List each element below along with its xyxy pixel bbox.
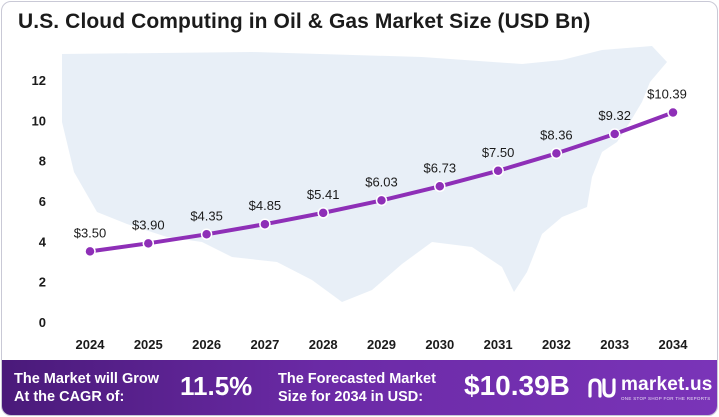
data-label: $4.85: [249, 198, 282, 213]
x-tick-label: 2031: [484, 337, 513, 352]
x-tick-label: 2025: [134, 337, 163, 352]
cagr-value: 11.5%: [180, 371, 253, 401]
x-tick-label: 2034: [659, 337, 689, 352]
data-label: $6.73: [424, 160, 457, 175]
data-points: [84, 106, 679, 258]
cagr-label-line1: The Market will Grow: [14, 371, 160, 387]
cagr-label-line2: At the CAGR of:: [14, 389, 125, 405]
forecast-label: The Forecasted Market Size for 2034 in U…: [278, 370, 436, 406]
chart-title: U.S. Cloud Computing in Oil & Gas Market…: [18, 10, 591, 33]
x-tick-label: 2030: [425, 337, 454, 352]
data-point: [375, 194, 388, 207]
data-point: [317, 207, 329, 219]
data-label: $9.32: [598, 108, 631, 123]
footer-banner: The Market will Grow At the CAGR of: 11.…: [2, 360, 717, 415]
data-point: [608, 128, 621, 140]
y-tick-label: 12: [32, 73, 46, 88]
data-label: $10.39: [647, 86, 687, 101]
data-point: [492, 165, 504, 177]
forecast-label-line2: Size for 2034 in USD:: [278, 389, 424, 405]
data-point: [434, 180, 446, 193]
data-point: [84, 245, 96, 258]
data-label: $3.50: [74, 225, 107, 240]
y-tick-label: 8: [39, 154, 46, 169]
y-tick-label: 6: [39, 194, 46, 209]
data-label: $3.90: [132, 217, 165, 232]
cagr-label: The Market will Grow At the CAGR of:: [14, 370, 159, 406]
data-point: [550, 147, 563, 160]
market-us-logo-icon: [588, 378, 616, 398]
x-tick-label: 2027: [250, 337, 279, 352]
brand-name: market.us: [621, 374, 713, 395]
forecast-label-line1: The Forecasted Market: [278, 371, 436, 387]
data-label: $6.03: [365, 174, 398, 189]
y-tick-label: 2: [39, 275, 46, 290]
x-tick-label: 2026: [192, 337, 221, 352]
data-point: [667, 106, 679, 119]
brand-tagline: ONE STOP SHOP FOR THE REPORTS: [621, 396, 711, 401]
data-label: $5.41: [307, 187, 340, 202]
data-label: $4.35: [190, 208, 223, 223]
x-axis: 2024 2025 2026 2027 2028 2029 2030 2031 2032 2033…: [76, 337, 689, 352]
x-tick-label: 2029: [367, 337, 396, 352]
x-tick-label: 2032: [542, 337, 571, 352]
data-label: $7.50: [482, 145, 515, 160]
x-tick-label: 2028: [309, 337, 338, 352]
x-tick-label: 2024: [76, 337, 106, 352]
brand-logo: market.us ONE STOP SHOP FOR THE REPORTS: [585, 372, 715, 404]
data-point: [142, 237, 155, 250]
data-point: [259, 218, 271, 230]
data-label: $8.36: [540, 127, 573, 142]
forecast-value: $10.39B: [464, 370, 570, 401]
x-tick-label: 2033: [600, 337, 629, 352]
y-axis: 0 2 4 6 8 10 12: [32, 73, 47, 330]
y-tick-label: 0: [39, 315, 46, 330]
data-point: [200, 228, 213, 241]
y-tick-label: 10: [32, 113, 46, 128]
data-labels: $3.50 $3.90 $4.35 $4.85 $5.41 $6.03 $6.73 $7.50…: [74, 86, 687, 240]
y-tick-label: 4: [39, 234, 47, 249]
us-map-background: [62, 46, 667, 302]
